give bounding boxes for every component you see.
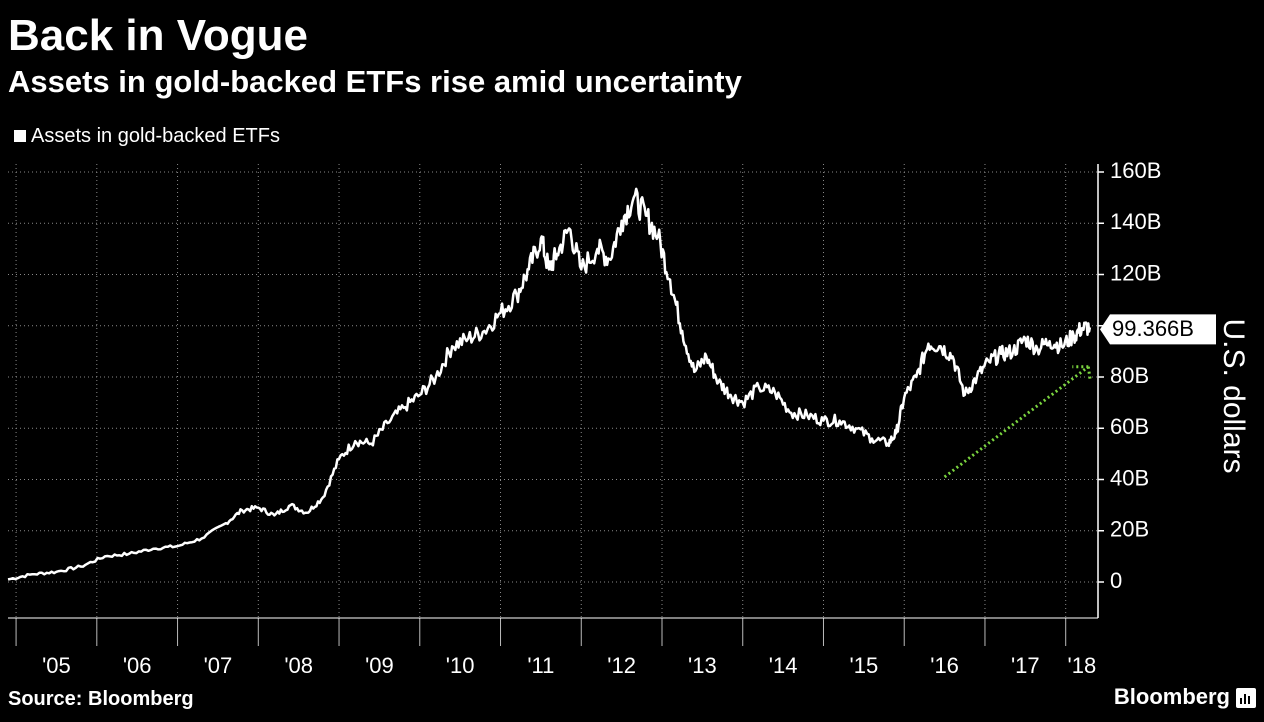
legend: Assets in gold-backed ETFs <box>14 126 280 146</box>
x-tick-label: '17 <box>1011 653 1040 678</box>
legend-swatch <box>14 130 26 142</box>
y-tick-label: 80B <box>1110 363 1149 388</box>
arrow-head <box>1072 365 1092 381</box>
x-tick-label: '13 <box>688 653 717 678</box>
y-tick-label: 20B <box>1110 517 1149 542</box>
x-tick-label: '14 <box>769 653 798 678</box>
y-tick-label: 40B <box>1110 465 1149 490</box>
x-tick-label: '09 <box>365 653 394 678</box>
last-value-badge <box>1100 314 1216 345</box>
x-tick-label: '15 <box>850 653 879 678</box>
y-axis-label: U.S. dollars <box>1217 318 1250 473</box>
chart-title: Back in Vogue <box>8 11 308 60</box>
brand-name: Bloomberg <box>1113 684 1230 709</box>
y-tick-label: 120B <box>1110 260 1161 285</box>
y-tick-label: 140B <box>1110 209 1161 234</box>
arrow-shaft <box>943 365 1090 479</box>
x-tick-label: '10 <box>446 653 475 678</box>
grid <box>8 164 1098 618</box>
x-tick-label: '07 <box>204 653 233 678</box>
series <box>7 187 1092 581</box>
x-tick-label: '08 <box>284 653 313 678</box>
bloomberg-chart-icon <box>1236 688 1256 708</box>
x-tick-label: '18 <box>1068 653 1097 678</box>
axes <box>8 164 1104 646</box>
x-tick-label: '12 <box>607 653 636 678</box>
y-tick-label: 160B <box>1110 158 1161 183</box>
x-tick-label: '11 <box>527 653 554 678</box>
x-tick-label: '05 <box>42 653 71 678</box>
y-tick-label: 60B <box>1110 414 1149 439</box>
y-tick-label: 0 <box>1110 568 1122 593</box>
legend-label: Assets in gold-backed ETFs <box>31 125 280 147</box>
series-line <box>7 187 1092 581</box>
x-tick-label: '06 <box>123 653 152 678</box>
source-note: Source: Bloomberg <box>8 688 194 710</box>
annotation-arrow <box>943 365 1092 479</box>
chart-subtitle: Assets in gold-backed ETFs rise amid unc… <box>8 64 742 99</box>
x-tick-label: '16 <box>930 653 959 678</box>
tick-labels: 020B40B60B80B100B120B140B160B'05'06'07'0… <box>42 158 1216 678</box>
last-value-label: 99.366B <box>1112 316 1194 341</box>
